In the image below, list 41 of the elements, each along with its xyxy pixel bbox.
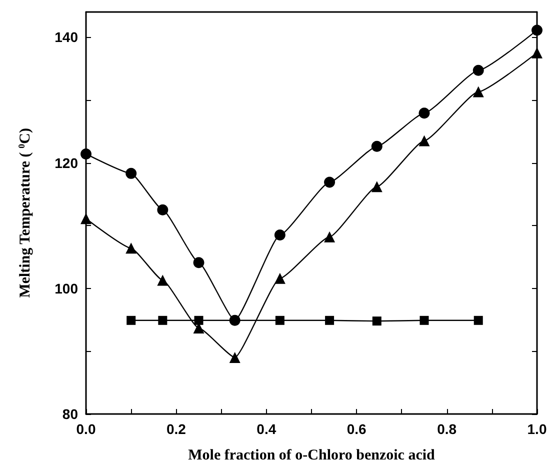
y-tick-label: 140 [54,29,78,46]
point [418,135,430,146]
point [274,272,286,284]
point [324,176,336,188]
point [324,231,336,242]
point [325,316,334,325]
x-tick-label: 0.0 [76,421,96,437]
point [532,47,542,58]
point [80,148,92,160]
point [157,204,168,216]
x-tick-label: 0.2 [166,421,186,437]
point [158,316,168,325]
y-tick-label: 120 [54,154,78,171]
y-axis-title: Melting Temperature ( 0C) [16,128,34,298]
point [275,316,284,325]
point [372,316,382,326]
point [193,257,204,268]
point [80,213,92,224]
point [420,316,429,325]
point [126,242,137,254]
point [418,108,430,119]
point [472,64,484,76]
x-tick-label: 0.8 [437,421,457,437]
point [532,24,542,36]
point [274,229,286,240]
point [472,86,484,98]
y-tick-label: 80 [62,406,78,422]
x-tick-label: 0.4 [256,421,276,437]
point [157,274,168,286]
point [229,352,240,363]
point [194,316,204,325]
point [229,314,240,326]
point [371,181,382,192]
y-tick-label: 100 [54,280,78,296]
point [474,316,483,325]
point [126,316,136,325]
point [126,168,137,179]
x-tick-label: 0.6 [346,421,367,437]
x-axis-title: Mole fraction of o-Chloro benzoic acid [188,448,436,464]
point [371,140,382,152]
x-tick-label: 1.0 [527,421,547,437]
